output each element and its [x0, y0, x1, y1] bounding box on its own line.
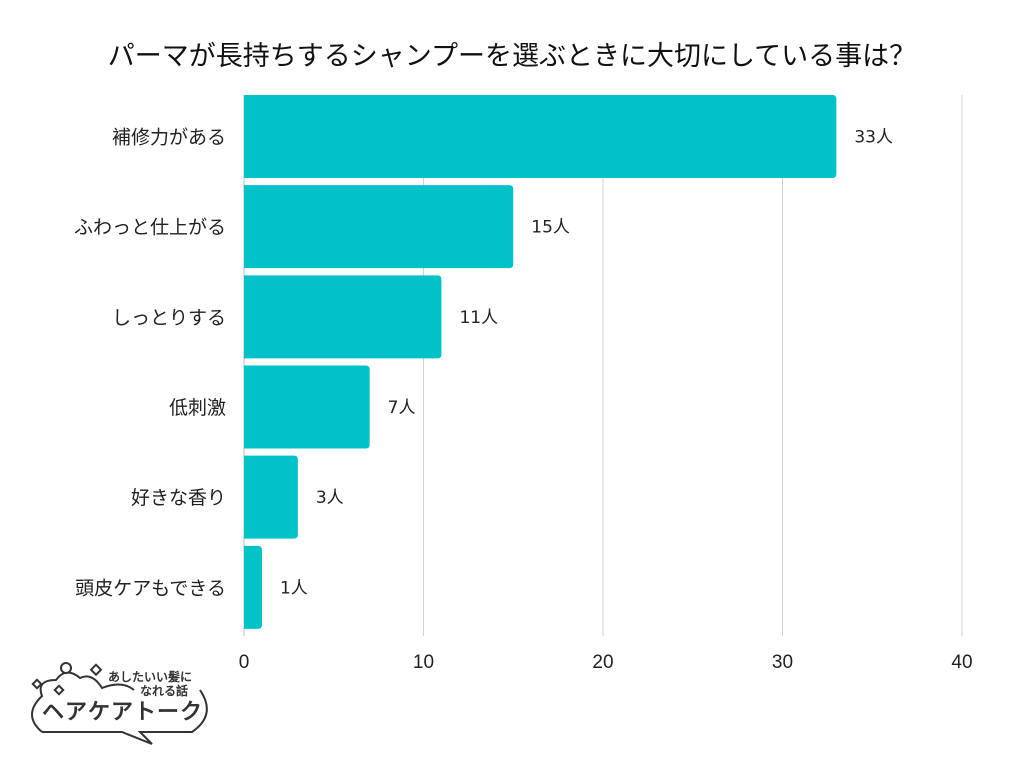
cloud-bubble-icon	[31, 662, 208, 745]
logo-name: ヘアケアトーク	[42, 700, 204, 725]
bar	[244, 545, 262, 629]
category-label: 頭皮ケアもできる	[75, 577, 226, 599]
chart-title: パーマが長持ちするシャンプーを選ぶときに大切にしている事は？	[107, 41, 917, 72]
data-label: 15人	[531, 218, 570, 238]
logo-tagline: あしたいい髪に	[108, 670, 193, 684]
category-label: ふわっと仕上がる	[74, 217, 226, 239]
x-tick-label: 30	[772, 652, 793, 673]
category-label: 補修力がある	[112, 127, 226, 149]
data-label: 33人	[854, 128, 893, 148]
x-tick-label: 20	[592, 652, 613, 673]
logo-tagline: なれる話	[140, 684, 189, 698]
x-tick-label: 40	[951, 652, 972, 673]
hair-care-talk-logo: あしたいい髪に なれる話 ヘアケアトーク	[22, 660, 217, 745]
data-label: 11人	[459, 308, 498, 328]
x-tick-label: 0	[239, 652, 250, 673]
bar	[244, 185, 514, 269]
data-label: 3人	[316, 488, 344, 508]
category-label: 好きな香り	[131, 487, 226, 509]
bar	[244, 365, 370, 449]
x-tick-label: 10	[413, 652, 434, 673]
bar	[244, 95, 837, 178]
data-label: 7人	[388, 398, 416, 418]
category-label: 低刺激	[169, 397, 226, 419]
data-label: 1人	[280, 578, 308, 598]
category-label: しっとりする	[112, 307, 226, 329]
bar	[244, 275, 442, 359]
bar	[244, 455, 298, 539]
